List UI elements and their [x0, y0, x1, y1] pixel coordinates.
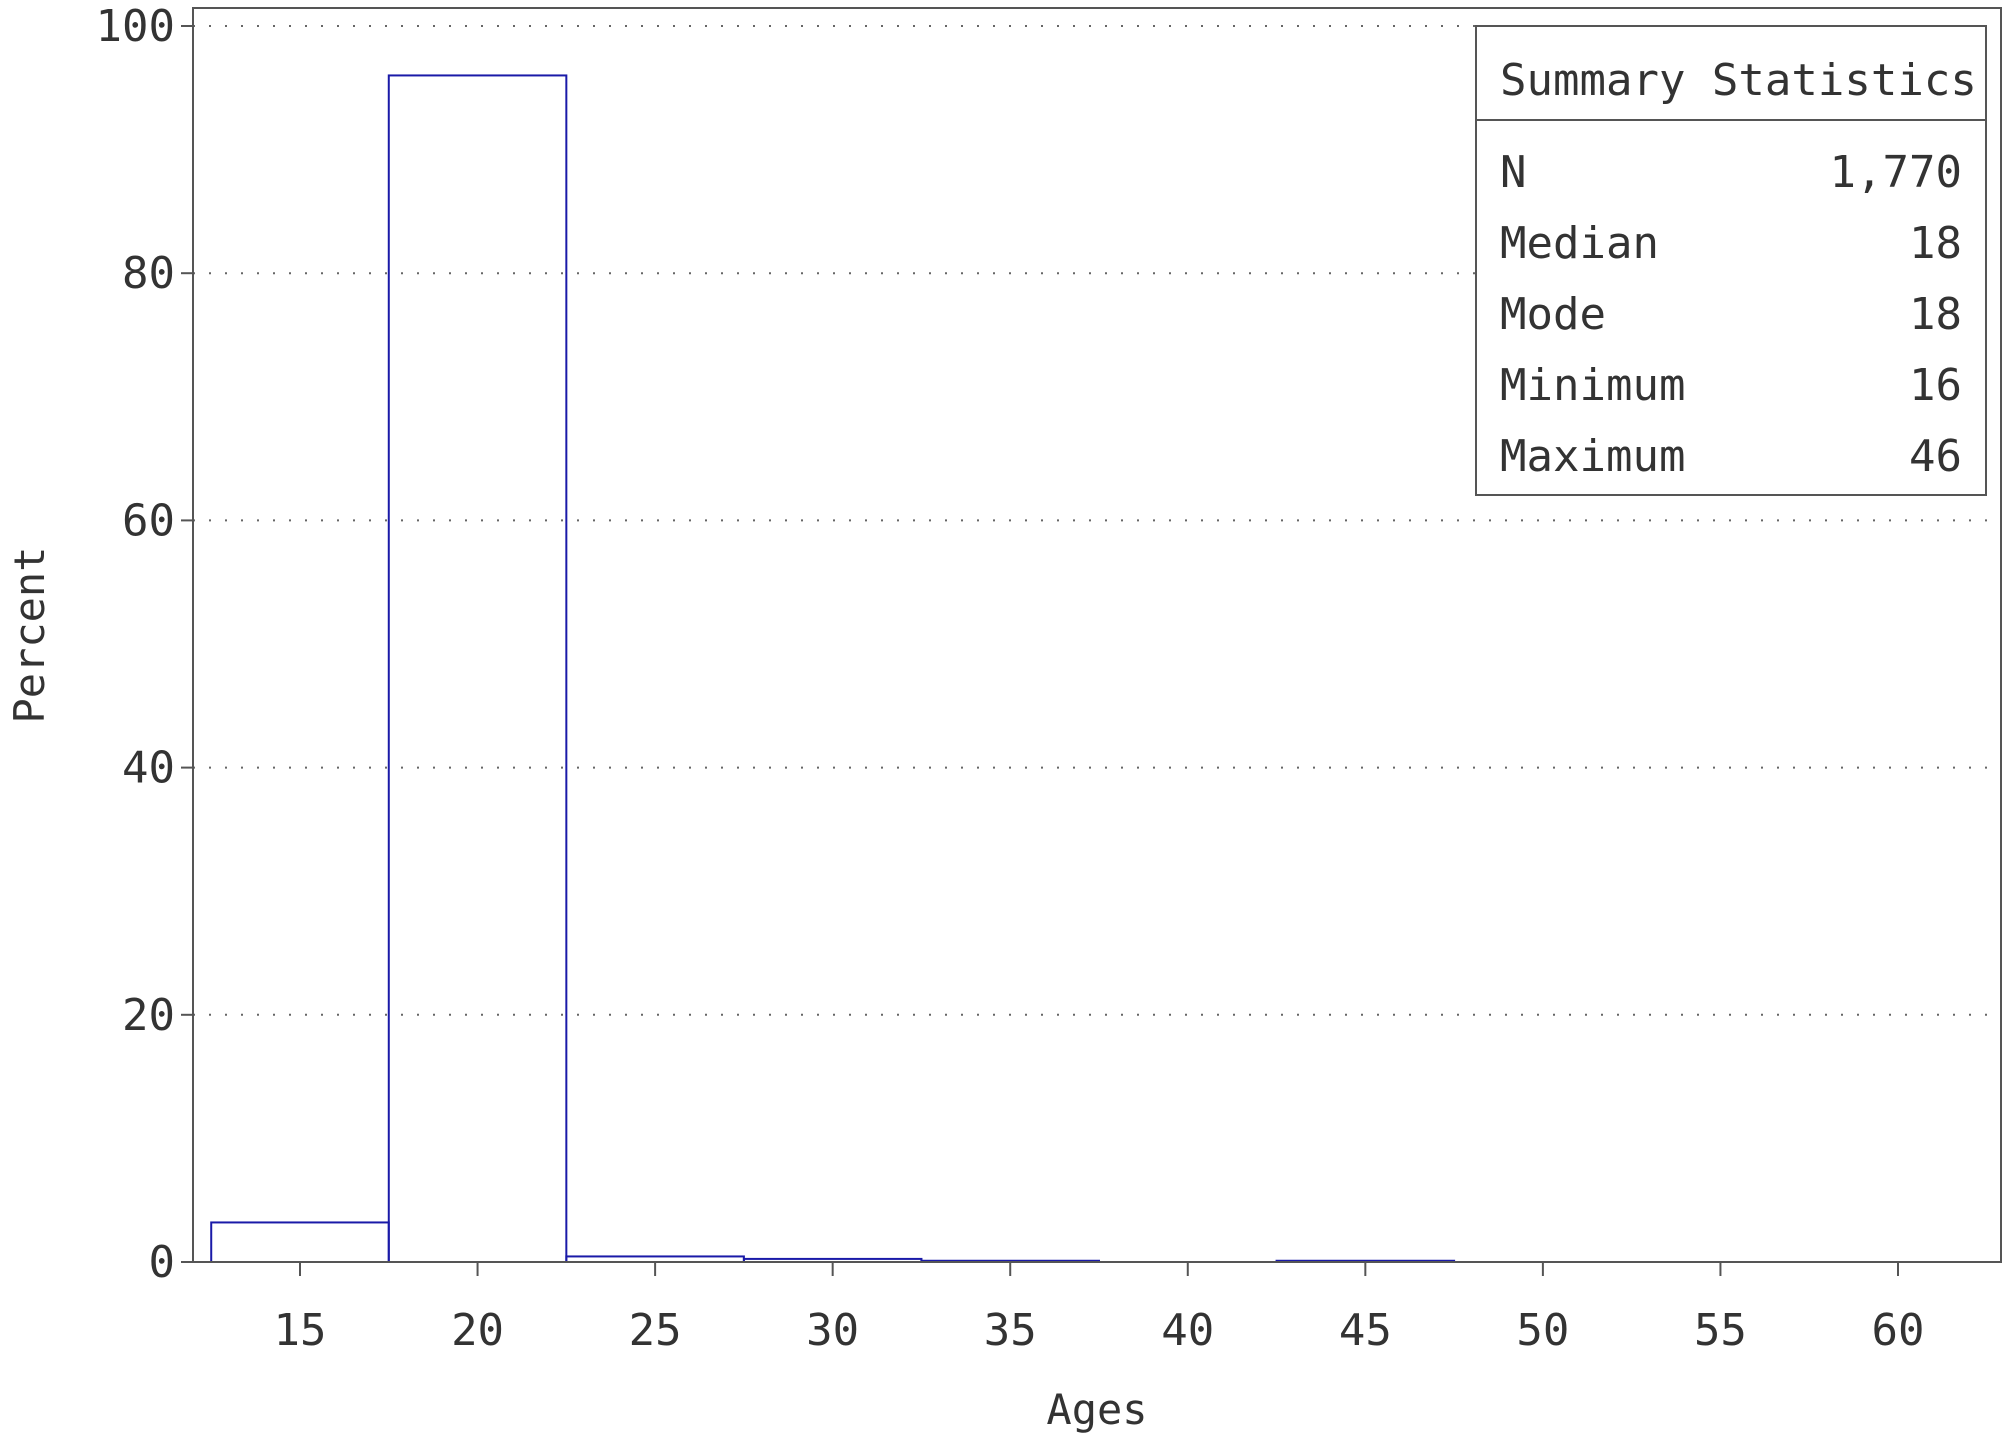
summary-stat-label: N	[1500, 147, 1527, 198]
plot-frame	[192, 7, 2002, 1263]
summary-box-frame	[1475, 25, 1987, 496]
summary-stat-value: 1,770	[1830, 147, 1962, 198]
summary-stat-label: Mode	[1500, 289, 1606, 340]
x-tick-label: 40	[1161, 1305, 1214, 1356]
x-tick-label: 45	[1339, 1305, 1392, 1356]
y-tick-label: 40	[122, 743, 175, 794]
histogram-bar	[387, 74, 568, 1264]
summary-statistics-box: Summary Statistics N 1,770 Median 18 Mode 18 M…	[1475, 25, 1987, 496]
histogram-bar	[210, 1221, 390, 1263]
summary-stat-value: 16	[1909, 360, 1962, 411]
x-tick-label: 60	[1872, 1305, 1925, 1356]
x-tick-label: 20	[451, 1305, 504, 1356]
summary-rows: N 1,770 Median 18 Mode 18 Minimum 16 Maximum 46	[1500, 147, 1962, 482]
x-tick-label: 35	[984, 1305, 1037, 1356]
x-tick-label: 55	[1694, 1305, 1747, 1356]
histogram-bars	[210, 74, 1456, 1264]
summary-stat-label: Minimum	[1500, 360, 1685, 411]
summary-title: Summary Statistics	[1500, 55, 1977, 106]
y-tick-label: 60	[122, 495, 175, 546]
x-axis-ticks: 15 20 25 30 35 40 45 50 55 60	[274, 1262, 1925, 1356]
x-tick-label: 50	[1516, 1305, 1569, 1356]
x-axis-label: Ages	[1046, 1385, 1147, 1434]
summary-stat-value: 18	[1909, 218, 1962, 269]
x-tick-label: 30	[806, 1305, 859, 1356]
y-tick-label: 20	[122, 990, 175, 1041]
y-tick-label: 80	[122, 248, 175, 299]
x-tick-label: 25	[629, 1305, 682, 1356]
x-tick-label: 15	[274, 1305, 327, 1356]
y-axis-ticks: 0 20 40 60 80 100	[96, 1, 193, 1288]
summary-stat-label: Median	[1500, 218, 1659, 269]
y-tick-label: 0	[149, 1237, 176, 1288]
summary-stat-value: 46	[1909, 431, 1962, 482]
y-axis-label: Percent	[5, 546, 54, 723]
y-tick-label: 100	[96, 1, 175, 52]
summary-stat-label: Maximum	[1500, 431, 1685, 482]
summary-stat-value: 18	[1909, 289, 1962, 340]
